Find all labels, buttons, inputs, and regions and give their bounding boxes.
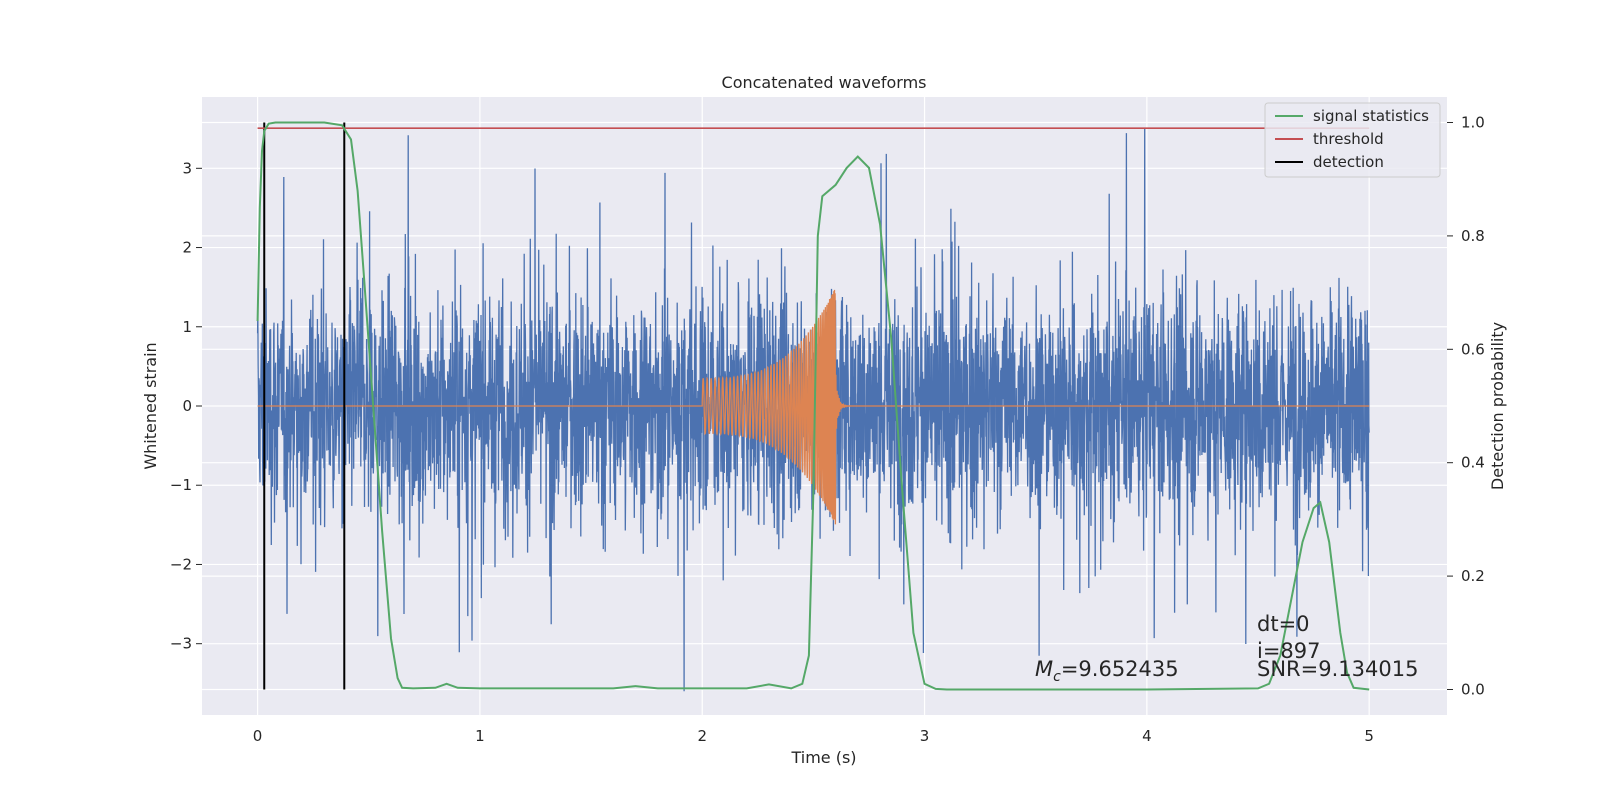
x-axis-label: Time (s) bbox=[790, 748, 856, 767]
y2-tick-label: 0.6 bbox=[1461, 340, 1485, 358]
snr-annotation: SNR=9.134015 bbox=[1257, 657, 1418, 681]
legend-label-threshold: threshold bbox=[1313, 130, 1384, 148]
y2-tick-label: 1.0 bbox=[1461, 114, 1485, 132]
injected-chirp-trace bbox=[257, 289, 1370, 525]
y-tick-label: 1 bbox=[182, 318, 192, 336]
chart-title: Concatenated waveforms bbox=[722, 73, 927, 92]
x-tick-label: 3 bbox=[920, 727, 930, 745]
y2-axis-ticks: 0.0 0.2 0.4 0.6 0.8 1.0 bbox=[1447, 114, 1485, 698]
signal-statistics-line bbox=[256, 121, 1370, 691]
x-tick-label: 2 bbox=[697, 727, 707, 745]
x-tick-label: 0 bbox=[253, 727, 263, 745]
y2-axis-label: Detection probability bbox=[1488, 322, 1507, 490]
detection-lines bbox=[263, 122, 346, 690]
index-annotation: i=897 bbox=[1257, 639, 1321, 663]
y2-tick-label: 0.4 bbox=[1461, 454, 1485, 472]
x-tick-label: 5 bbox=[1364, 727, 1374, 745]
legend-box bbox=[1264, 102, 1441, 178]
x-axis-ticks: 0 1 2 3 4 5 bbox=[253, 727, 1374, 745]
chirp-mass-symbol: M bbox=[1035, 657, 1053, 681]
legend-label-signal-statistics: signal statistics bbox=[1313, 107, 1429, 125]
y2-tick-label: 0.8 bbox=[1461, 227, 1485, 245]
x-tick-label: 4 bbox=[1142, 727, 1152, 745]
y-tick-label: 2 bbox=[182, 239, 192, 257]
y-axis-label: Whitened strain bbox=[141, 342, 160, 469]
y-tick-label: −1 bbox=[170, 476, 192, 494]
y2-tick-label: 0.2 bbox=[1461, 567, 1485, 585]
y-tick-label: 3 bbox=[182, 159, 192, 177]
legend: signal statistics threshold detection bbox=[1264, 102, 1441, 178]
x-tick-label: 1 bbox=[475, 727, 485, 745]
chirp-mass-subscript: c bbox=[1053, 669, 1061, 685]
dt-annotation: dt=0 bbox=[1257, 612, 1310, 636]
y-tick-label: −2 bbox=[170, 555, 192, 573]
y-tick-label: 0 bbox=[182, 397, 192, 415]
y2-tick-label: 0.0 bbox=[1461, 680, 1485, 698]
y-axis-ticks: −3 −2 −1 0 1 2 3 bbox=[170, 159, 202, 653]
chirp-mass-value: =9.652435 bbox=[1061, 657, 1179, 681]
legend-label-detection: detection bbox=[1313, 153, 1384, 171]
y-tick-label: −3 bbox=[170, 635, 192, 653]
chirp-mass-annotation: Mc=9.652435 bbox=[1035, 657, 1179, 685]
